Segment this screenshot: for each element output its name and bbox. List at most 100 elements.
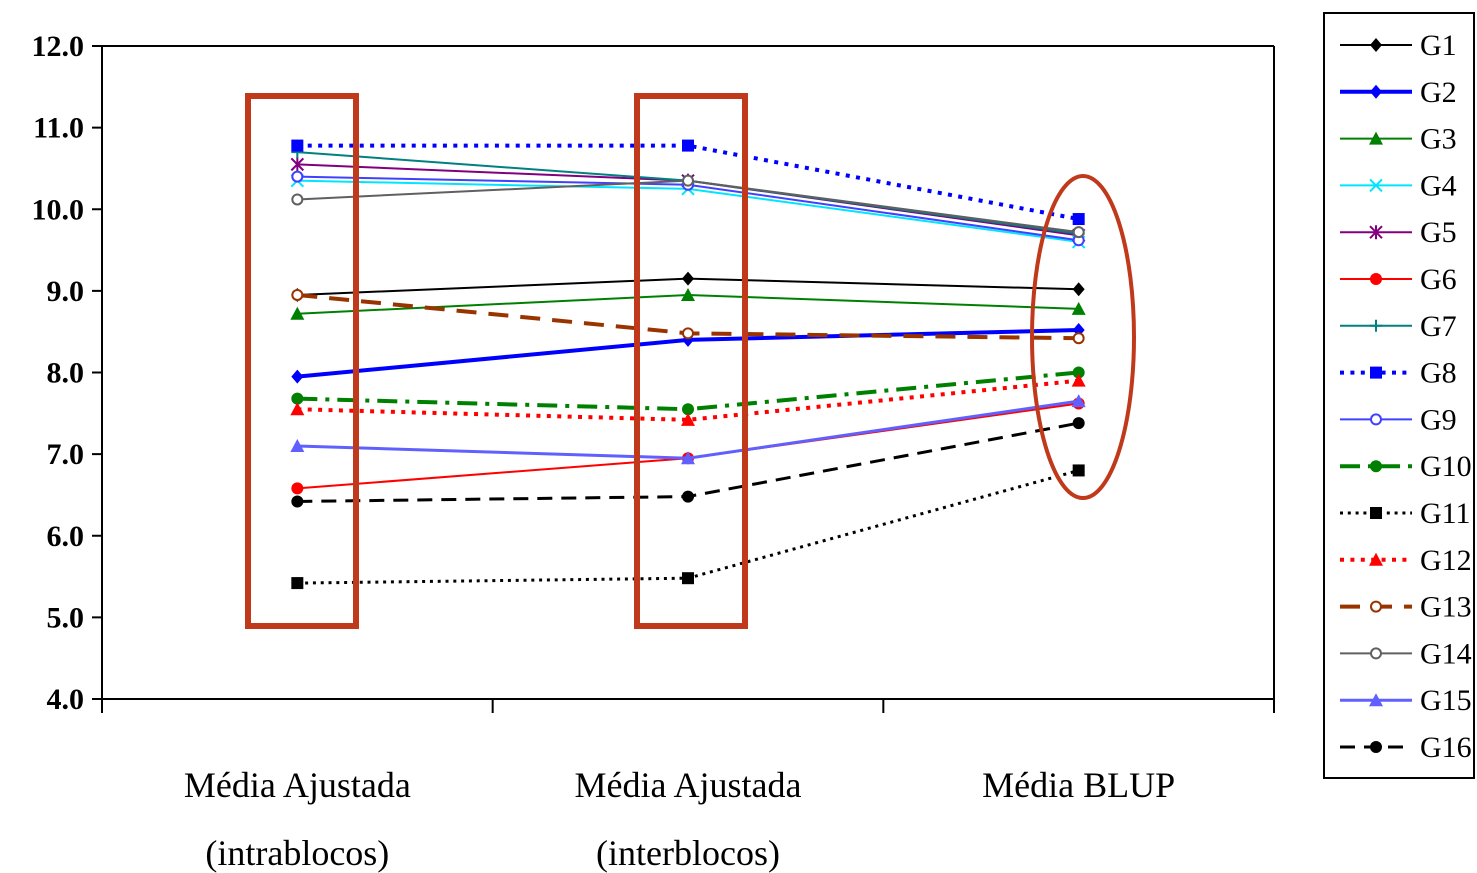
y-tick-label: 6.0 <box>47 520 85 553</box>
legend-marker <box>1369 178 1383 193</box>
legend-marker <box>1370 741 1382 753</box>
data-point-g12 <box>1071 373 1086 387</box>
data-point-g13 <box>1072 332 1085 345</box>
data-point-g6 <box>291 482 304 495</box>
legend-label: G8 <box>1420 357 1457 390</box>
y-tick-label: 10.0 <box>32 193 85 226</box>
legend-label: G1 <box>1420 29 1457 62</box>
legend-marker <box>1370 600 1382 613</box>
data-point-g10 <box>682 403 694 416</box>
data-point-g12 <box>290 402 305 416</box>
category-label: Média Ajustada <box>184 765 411 805</box>
legend-label: G15 <box>1420 684 1472 717</box>
legend-label: G9 <box>1420 403 1457 436</box>
data-point-g14 <box>1072 226 1085 239</box>
data-point-g16 <box>1072 417 1085 430</box>
legend-label: G3 <box>1420 123 1457 156</box>
data-point-g13 <box>682 327 694 340</box>
series-g11 <box>291 464 1085 590</box>
data-point-g5 <box>290 157 305 172</box>
legend-label: G4 <box>1420 169 1457 202</box>
data-point-g8 <box>291 139 304 152</box>
legend-entry-g15: G15 <box>1340 684 1472 717</box>
x-ticks <box>101 699 1275 713</box>
legend-marker <box>1369 225 1383 240</box>
data-point-g12 <box>681 412 695 426</box>
legend-marker <box>1369 131 1383 145</box>
highlight-box-intrablocos <box>245 93 359 629</box>
legend-entry-g16: G16 <box>1340 731 1472 764</box>
legend-entry-g10: G10 <box>1340 450 1472 483</box>
data-point-g10 <box>1072 366 1085 379</box>
series-g14 <box>291 174 1085 239</box>
y-tick-label: 8.0 <box>47 357 85 390</box>
legend-entry-g8: G8 <box>1340 357 1457 390</box>
data-point-g11 <box>291 577 304 590</box>
data-point-g16 <box>682 490 694 503</box>
legend-label: G14 <box>1420 637 1472 670</box>
legend-label: G6 <box>1420 263 1457 296</box>
legend-marker <box>1370 647 1382 660</box>
legend-marker <box>1370 460 1382 473</box>
legend-label: G7 <box>1420 310 1457 343</box>
data-point-g8 <box>682 139 694 152</box>
data-point-g3 <box>290 306 305 320</box>
legend-marker <box>1370 413 1382 426</box>
legend-entry-g12: G12 <box>1340 544 1472 577</box>
data-point-g11 <box>682 572 694 585</box>
data-point-g13 <box>291 288 304 301</box>
series-g8 <box>291 139 1085 226</box>
data-point-g3 <box>681 287 695 301</box>
legend-entry-g5: G5 <box>1340 216 1457 249</box>
y-ticks: 4.0 5.0 6.0 7.0 8.0 9.0 10.0 11.0 12.0 <box>32 30 102 716</box>
legend-entry-g2: G2 <box>1340 76 1457 109</box>
series-g16 <box>291 417 1085 508</box>
legend-label: G12 <box>1420 544 1472 577</box>
legend-entry-g7: G7 <box>1340 310 1457 343</box>
data-point-g8 <box>1072 213 1085 226</box>
legend-marker <box>1370 507 1382 519</box>
legend-marker <box>1370 319 1382 332</box>
legend-label: G5 <box>1420 216 1457 249</box>
legend-marker <box>1370 38 1382 52</box>
series-line-g8 <box>297 143 1080 222</box>
legend-entry-g11: G11 <box>1340 497 1471 530</box>
legend-label: G13 <box>1420 591 1472 624</box>
series-layer <box>290 139 1086 590</box>
series-g15 <box>290 394 1086 465</box>
y-tick-label: 11.0 <box>33 112 84 145</box>
legend-marker <box>1370 366 1382 379</box>
legend-entry-g1: G1 <box>1340 29 1457 62</box>
legend-entry-g14: G14 <box>1340 637 1472 670</box>
data-point-g15 <box>681 451 695 465</box>
data-point-g2 <box>291 369 304 384</box>
category-label: Média BLUP <box>982 765 1175 805</box>
data-point-g9 <box>291 170 304 183</box>
category-label: Média Ajustada <box>575 765 802 805</box>
highlight-box-interblocos <box>634 93 748 629</box>
legend-box <box>1323 12 1475 779</box>
data-point-g1 <box>682 271 694 286</box>
data-point-g16 <box>291 495 304 508</box>
data-point-g10 <box>291 392 304 405</box>
legend-entry-g4: G4 <box>1340 169 1457 202</box>
legend-label: G2 <box>1420 76 1457 109</box>
category-labels: Média Ajustada (intrablocos) Média Ajustad… <box>184 765 1175 873</box>
data-point-g14 <box>682 174 694 187</box>
legend-marker <box>1370 273 1382 285</box>
legend-label: G11 <box>1420 497 1471 530</box>
legend-label: G16 <box>1420 731 1472 764</box>
legend-entry-g3: G3 <box>1340 123 1457 156</box>
legend-marker <box>1369 552 1383 566</box>
y-tick-label: 7.0 <box>47 438 85 471</box>
legend-marker <box>1370 84 1382 99</box>
highlight-ellipse-blup <box>1030 174 1136 500</box>
data-point-g15 <box>290 438 305 452</box>
legend-entry-g9: G9 <box>1340 403 1457 436</box>
legend-entry-g13: G13 <box>1340 591 1472 624</box>
legend-entry-g6: G6 <box>1340 263 1457 296</box>
y-tick-label: 12.0 <box>32 30 85 63</box>
data-point-g1 <box>1072 282 1085 297</box>
y-tick-label: 4.0 <box>47 683 85 716</box>
